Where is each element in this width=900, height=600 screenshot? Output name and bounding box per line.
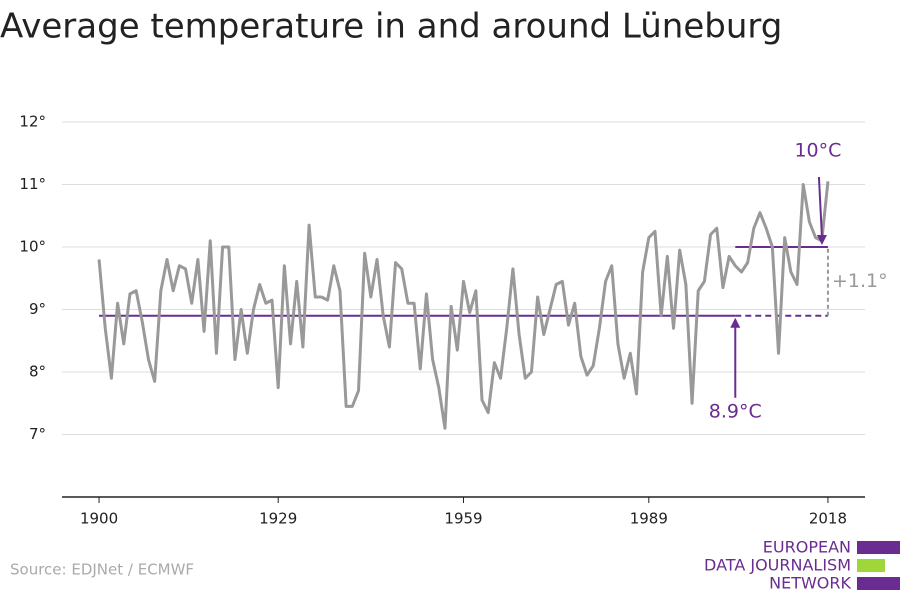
logo-text: NETWORK [769, 574, 851, 593]
logo-bar [857, 559, 885, 572]
y-tick-label: 7° [29, 425, 46, 443]
annotation-label: +1.1° [832, 270, 888, 292]
logo-bar [857, 541, 900, 554]
arrow [817, 176, 823, 238]
y-tick-label: 8° [29, 363, 46, 381]
data-line [97, 181, 830, 430]
source: Source: EDJNet / ECMWF [10, 561, 194, 579]
annotation-label: 8.9°C [709, 400, 762, 422]
y-tick-label: 9° [29, 300, 46, 318]
logo-text: DATA JOURNALISM [704, 556, 851, 575]
logo-bar [857, 577, 900, 590]
y-tick-label: 12° [19, 113, 46, 131]
y-tick-label: 10° [19, 238, 46, 256]
arrow-head [816, 235, 827, 245]
y-tick-label: 11° [19, 175, 46, 193]
logo-text: EUROPEAN [763, 538, 851, 557]
x-tick-label: 1989 [630, 510, 668, 528]
x-tick-label: 1959 [444, 510, 482, 528]
logo: EUROPEAN DATA JOURNALISM NETWORK [704, 538, 900, 593]
x-tick-label: 1900 [80, 510, 118, 528]
annotation-label: 10°C [794, 140, 841, 162]
arrow-head [730, 317, 741, 328]
x-tick-label: 1929 [259, 510, 297, 528]
x-tick-label: 2018 [809, 510, 847, 528]
chart-title: Average temperature in and around Lünebu… [0, 7, 782, 47]
